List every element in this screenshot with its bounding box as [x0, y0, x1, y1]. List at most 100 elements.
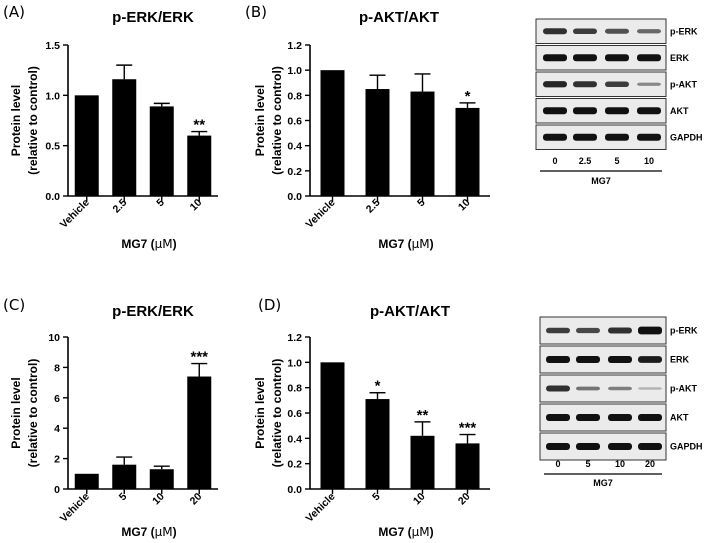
- y-axis-label-line1: Protein level: [9, 377, 23, 448]
- panel-letter-a: (A): [3, 3, 25, 21]
- blot-band: [573, 54, 597, 62]
- x-axis-label-unit: μM: [412, 237, 430, 251]
- bar: [410, 91, 435, 196]
- blot-row-label: GAPDH: [670, 132, 703, 142]
- category-label: 5: [154, 197, 167, 210]
- bar: [365, 399, 390, 489]
- significance-label: *: [465, 88, 471, 105]
- chart-a: 0.0 0.5 1.0 1.5 Vehicle 2.5 5 10 ** Protein level…: [9, 40, 218, 251]
- y-tick-label: 1.0: [45, 90, 60, 102]
- blot-row-label: p-AKT: [670, 384, 697, 394]
- y-axis-label-line1: Protein level: [253, 377, 267, 448]
- panel-letter-b: (B): [245, 3, 267, 21]
- blot-band: [637, 82, 661, 86]
- chart-d: 0.0 0.2 0.4 0.6 0.8 1.0 1.2 Vehicle 5 * 10 ** 20 *** P…: [253, 332, 490, 539]
- lane-label: 0: [552, 156, 557, 166]
- chart-b: 0.0 0.2 0.4 0.6 0.8 1.0 1.2 Vehicle 2.5 5 10 * Prote…: [253, 40, 490, 251]
- blot-row-label: p-ERK: [670, 26, 698, 36]
- significance-label: ***: [190, 349, 208, 366]
- y-axis-label-line1: Protein level: [253, 85, 267, 156]
- blot-band: [576, 356, 600, 363]
- blot-band: [637, 107, 661, 115]
- bar: [149, 106, 174, 196]
- chart-c: 0 2 4 6 8 10 Vehicle 5 10 20 *** Protein level (rela…: [9, 332, 218, 539]
- y-tick-label: 0.0: [287, 484, 302, 496]
- blot-band: [576, 327, 600, 334]
- blot-row-label: GAPDH: [670, 442, 703, 452]
- y-tick-label: 0.4: [287, 433, 302, 445]
- category-label: Vehicle: [58, 491, 92, 525]
- blot-band: [573, 81, 597, 88]
- x-axis-label-suffix: ): [430, 237, 434, 251]
- category-label: Vehicle: [304, 491, 338, 525]
- category-label: Vehicle: [58, 197, 92, 231]
- x-axis-label: MG7 (μM): [378, 237, 433, 251]
- y-tick-label: 0.5: [45, 141, 60, 153]
- blot-band: [573, 107, 597, 115]
- x-axis-label-prefix: MG7 (: [378, 525, 411, 539]
- blot-row-label: ERK: [670, 355, 690, 365]
- category-label: 5: [117, 491, 130, 504]
- x-axis-label-suffix: ): [173, 525, 177, 539]
- category-label: 2.5: [111, 197, 130, 216]
- y-tick-label: 0.6: [287, 116, 302, 128]
- lane-label: 2.5: [579, 156, 592, 166]
- category-label: 20: [456, 491, 473, 508]
- panel-letter-c: (C): [3, 296, 25, 314]
- blot-band: [605, 28, 629, 34]
- y-tick-label: 10: [48, 332, 60, 344]
- blot-band: [576, 386, 600, 391]
- x-axis-label: MG7 (μM): [378, 525, 433, 539]
- blot-band: [543, 107, 567, 115]
- x-axis-label-prefix: MG7 (: [121, 525, 154, 539]
- bar: [187, 376, 212, 489]
- y-tick-label: 8: [54, 362, 60, 374]
- blot-band: [573, 28, 597, 35]
- x-axis-label: MG7 (μM): [121, 237, 176, 251]
- significance-label: **: [193, 117, 205, 134]
- bar: [365, 89, 390, 196]
- blot-row-label: AKT: [670, 106, 689, 116]
- y-tick-label: 0.4: [287, 141, 302, 153]
- y-tick-label: 0.2: [287, 166, 302, 178]
- lane-label: 0: [555, 459, 560, 469]
- blot-band: [543, 81, 567, 88]
- y-axis-label-line1: Protein level: [9, 85, 23, 156]
- blot-band: [576, 414, 600, 421]
- chart-a-title: p-ERK/ERK: [112, 9, 194, 26]
- x-axis-label: MG7 (μM): [121, 525, 176, 539]
- western-blot-top: p-ERK ERK p-AKT AKT GAPDH 0 2.5 5 10 MG7: [535, 18, 703, 186]
- bar: [112, 464, 137, 489]
- y-tick-label: 1.5: [45, 40, 60, 52]
- x-axis-label-unit: μM: [155, 525, 173, 539]
- y-tick-label: 1.2: [287, 40, 302, 52]
- blot-row-label: p-AKT: [670, 79, 697, 89]
- bar: [455, 443, 480, 489]
- y-tick-label: 4: [54, 423, 60, 435]
- significance-label: **: [417, 407, 429, 424]
- y-tick-label: 0: [54, 484, 60, 496]
- blot-band: [546, 443, 570, 450]
- bar: [74, 95, 99, 196]
- blot-band: [638, 356, 662, 363]
- blot-row-label: AKT: [670, 413, 689, 423]
- blot-band: [605, 81, 629, 88]
- bar: [455, 107, 480, 196]
- category-label: 10: [456, 197, 473, 214]
- category-label: 10: [411, 491, 428, 508]
- blot-band: [573, 133, 597, 141]
- treatment-label: MG7: [593, 478, 613, 488]
- blot-band: [608, 327, 632, 334]
- western-blot-bottom: p-ERK ERK p-AKT AKT GAPDH 0 5 10 20 MG7: [539, 316, 703, 488]
- category-label: 5: [415, 197, 428, 210]
- x-axis-label-prefix: MG7 (: [121, 237, 154, 251]
- x-axis-label-suffix: ): [430, 525, 434, 539]
- blot-band: [608, 386, 632, 391]
- chart-b-title: p-AKT/AKT: [359, 9, 439, 26]
- panel-letter-d: (D): [258, 296, 281, 314]
- blot-band: [546, 385, 570, 392]
- chart-d-title: p-AKT/AKT: [370, 303, 450, 320]
- lane-label: 5: [585, 459, 590, 469]
- y-tick-label: 0.8: [287, 383, 302, 395]
- blot-band: [543, 133, 567, 141]
